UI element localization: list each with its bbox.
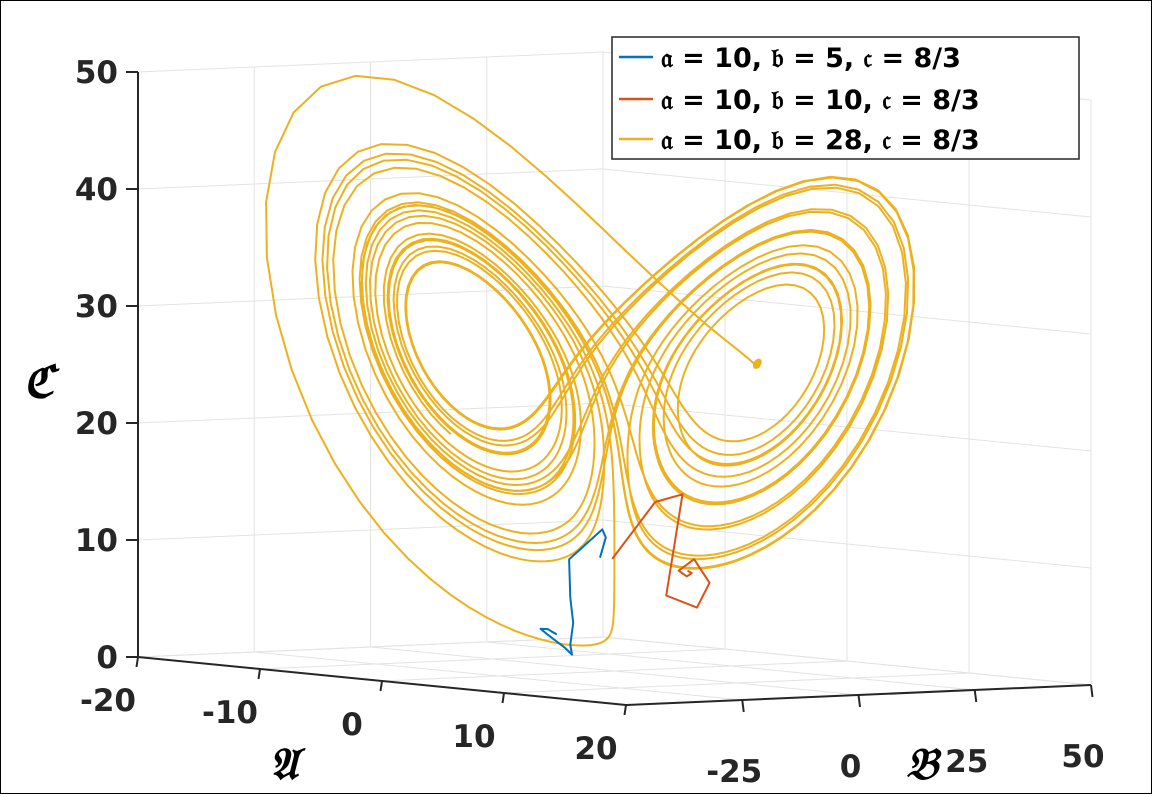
grid-wall-yz: [137, 168, 604, 190]
grid-wall-yz: [137, 519, 604, 541]
y-tick-label: -25: [706, 754, 762, 790]
x-tick-label: 0: [341, 707, 363, 743]
y-tick-mark: [1090, 684, 1094, 698]
z-tick-label: 30: [75, 289, 118, 325]
z-tick-label: 20: [75, 406, 118, 442]
x-tick-label: -20: [80, 683, 136, 719]
x-tick-label: 10: [452, 719, 495, 755]
series-line-1: [539, 528, 607, 656]
y-tick-mark: [857, 694, 861, 708]
series: [265, 74, 916, 656]
axis-titles: ℭ 𝔄 𝔅: [23, 357, 942, 790]
tick-labels: -20 -10 0 10 20 -25 0 25 50 0 10 20 30 40 50: [75, 55, 1105, 790]
x-tick-label: 20: [574, 731, 617, 767]
x-tick-mark: [135, 656, 139, 668]
z-tick-label: 10: [75, 523, 118, 559]
x-tick-mark: [257, 668, 261, 680]
grid-wall-yz: [137, 51, 604, 73]
grid-wall-xz: [602, 285, 1092, 335]
grid-floor-y: [370, 646, 859, 696]
y-tick-label: 50: [1061, 739, 1104, 775]
y-tick-label: 0: [840, 749, 862, 785]
x-axis-title: 𝔄: [269, 739, 306, 790]
legend-entry-2: 𝔞 = 10, 𝔟 = 10, 𝔠 = 8/3: [661, 85, 980, 116]
series-line-3: [265, 74, 916, 647]
x-tick-mark: [501, 692, 505, 704]
grid-wall-xz: [602, 168, 1092, 218]
x-tick-label: -10: [202, 695, 258, 731]
y-axis-title: 𝔅: [906, 739, 942, 790]
grid-wall-yz: [137, 636, 604, 658]
grid-wall-xz: [602, 519, 1092, 569]
x-tick-mark: [379, 680, 383, 692]
grid-floor-y: [254, 651, 743, 701]
y-tick-mark: [741, 699, 745, 713]
legend: 𝔞 = 10, 𝔟 = 5, 𝔠 = 8/3 𝔞 = 10, 𝔟 = 10, 𝔠…: [611, 36, 1080, 160]
y-tick-label: 25: [945, 744, 988, 780]
grid-wall-xz: [602, 636, 1092, 686]
z-axis-title: ℭ: [23, 357, 60, 408]
legend-entry-3: 𝔞 = 10, 𝔟 = 28, 𝔠 = 8/3: [661, 125, 980, 156]
legend-entry-1: 𝔞 = 10, 𝔟 = 5, 𝔠 = 8/3: [661, 43, 961, 74]
z-tick-label: 40: [75, 172, 118, 208]
x-tick-mark: [623, 704, 627, 716]
y-tick-mark: [973, 689, 978, 703]
series-line-2: [611, 493, 711, 609]
z-tick-label: 50: [75, 55, 118, 91]
z-tick-label: 0: [96, 640, 118, 676]
legend-box: [611, 36, 1080, 160]
